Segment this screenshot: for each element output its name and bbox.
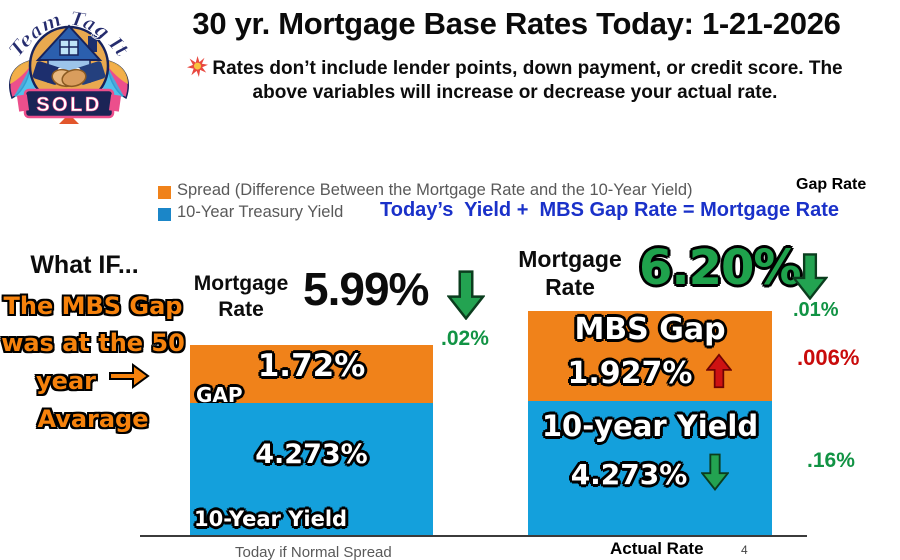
bar-today-if-normal-spread: 1.72% GAP 4.273% 10-Year Yield	[190, 345, 433, 536]
annotation-line-4: Avarage	[37, 405, 149, 433]
right-yield-value: 4.273%	[570, 458, 688, 491]
left-yield-segment: 4.273% 10-Year Yield	[190, 403, 433, 536]
x-axis-line	[140, 535, 807, 537]
right-gap-change: .006%	[797, 345, 860, 370]
annotation-line-3: year	[36, 367, 96, 395]
right-rate-change: .01%	[793, 299, 839, 321]
left-rate-change: .02%	[441, 327, 489, 350]
logo-graphic: SOLD Team Tag It	[5, 7, 133, 124]
team-tag-it-logo: SOLD Team Tag It	[4, 2, 134, 124]
legend-treasury-swatch	[158, 208, 171, 221]
left-gap-value: 1.72%	[257, 348, 366, 384]
legend-spread-label: Spread (Difference Between the Mortgage …	[177, 181, 693, 199]
down-arrow-icon	[446, 270, 486, 325]
left-mortgage-rate-value: 5.99%	[303, 263, 429, 315]
x-label-today-if-normal-spread: Today if Normal Spread	[235, 544, 392, 560]
bar-actual-rate: MBS Gap 1.927% 10-year Yield 4.273%	[528, 311, 772, 536]
rate-formula-text: Today’s Yield + MBS Gap Rate = Mortgage …	[380, 199, 840, 221]
right-gap-label: MBS Gap	[574, 312, 726, 347]
right-gap-value: 1.927%	[567, 356, 693, 391]
up-arrow-icon	[705, 353, 734, 394]
right-bar-title: Mortgage Rate	[518, 246, 622, 300]
left-yield-value: 4.273%	[255, 439, 368, 470]
disclaimer-line-2: above variables will increase or decreas…	[252, 82, 778, 103]
x-label-actual-rate: Actual Rate	[610, 539, 704, 558]
mbs-gap-annotation: The MBS Gap was at the 50 year Avarage	[0, 288, 186, 438]
annotation-line-2: was at the 50	[1, 329, 185, 357]
disclaimer-line-1: Rates don’t include lender points, down …	[140, 56, 890, 83]
page-title: 30 yr. Mortgage Base Rates Today: 1-21-2…	[192, 6, 841, 41]
left-bar-title: Mortgage Rate	[193, 272, 289, 321]
right-arrow-icon	[108, 362, 150, 401]
left-yield-label: 10-Year Yield	[194, 507, 348, 531]
footnote-marker: 4	[741, 543, 748, 557]
down-arrow-icon	[700, 453, 731, 496]
right-yield-change: .16%	[807, 449, 855, 472]
ribbon-icon	[9, 58, 129, 100]
legend-spread-swatch	[158, 186, 171, 199]
right-yield-label: 10-year Yield	[541, 409, 759, 443]
right-mortgage-rate-value: 6.20%	[639, 240, 802, 296]
down-arrow-icon	[791, 253, 829, 305]
right-gap-segment: MBS Gap 1.927%	[528, 311, 772, 401]
legend-treasury-label: 10-Year Treasury Yield	[177, 203, 344, 221]
logo-sold-banner: SOLD	[36, 94, 102, 116]
right-yield-value-row: 4.273%	[528, 453, 772, 496]
left-gap-segment: 1.72% GAP	[190, 345, 433, 407]
right-yield-segment: 10-year Yield 4.273%	[528, 401, 772, 536]
handshake-icon	[32, 61, 106, 88]
annotation-line-1: The MBS Gap	[3, 292, 183, 320]
what-if-heading: What IF...	[30, 251, 139, 279]
right-gap-value-row: 1.927%	[528, 353, 772, 394]
gap-rate-label: Gap Rate	[796, 176, 867, 193]
collision-burst-icon	[187, 56, 209, 83]
